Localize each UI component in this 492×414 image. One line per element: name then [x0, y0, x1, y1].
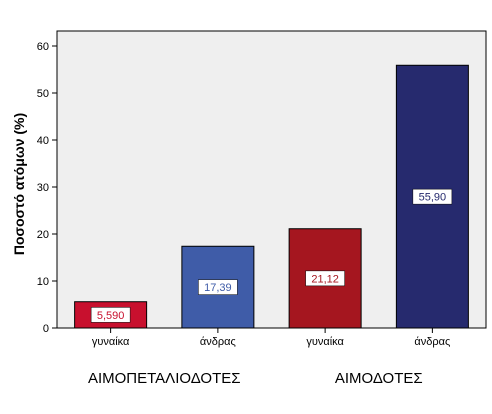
x-axis: γυναίκα άνδρας γυναίκα άνδρας ΑΙΜΟΠΕΤΑΛΙΟΔΟΤ…: [88, 328, 450, 387]
x-tick-label: γυναίκα: [306, 336, 344, 348]
bars: 5,590 17,39 21,12 55,90: [74, 64, 469, 329]
y-axis: 0 10 20 30 40 50 60: [37, 41, 57, 335]
y-axis-title: Ποσοστό ατόμων (%): [11, 113, 27, 255]
x-tick-label: γυναίκα: [92, 336, 130, 348]
data-label-box: [198, 279, 238, 295]
y-tick-label: 60: [37, 41, 49, 53]
y-tick-label: 20: [37, 229, 49, 241]
data-label-box: [305, 270, 345, 287]
data-label-box: [90, 307, 131, 323]
x-tick-label: άνδρας: [200, 336, 236, 348]
group-label: ΑΙΜΟΔΟΤΕΣ: [335, 370, 423, 387]
y-tick-label: 10: [37, 276, 49, 288]
data-label: 21,12: [311, 273, 339, 285]
data-label: 5,590: [97, 310, 125, 322]
y-tick-label: 40: [37, 135, 49, 147]
data-label: 55,90: [419, 192, 447, 204]
group-label: ΑΙΜΟΠΕΤΑΛΙΟΔΟΤΕΣ: [88, 370, 241, 387]
y-tick-label: 0: [43, 323, 49, 335]
data-label-box: [412, 188, 453, 205]
y-tick-label: 50: [37, 88, 49, 100]
y-tick-label: 30: [37, 182, 49, 194]
data-label: 17,39: [204, 282, 232, 294]
x-tick-label: άνδρας: [414, 336, 450, 348]
